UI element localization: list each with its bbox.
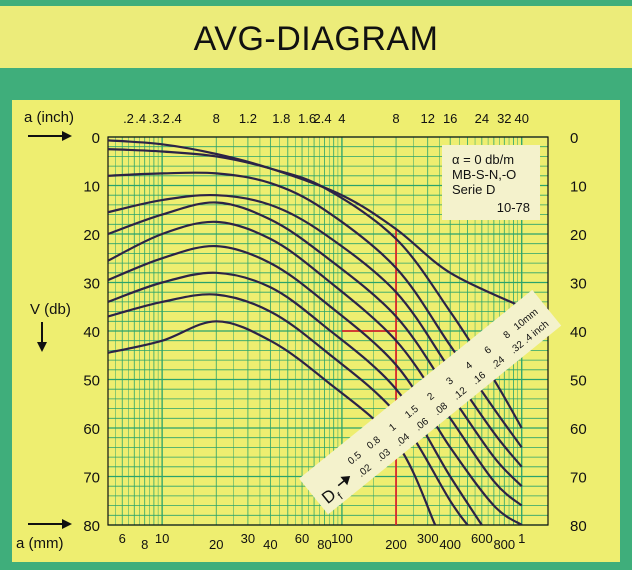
y-tick-right: 0: [570, 130, 578, 147]
df-value-mm: 8: [502, 329, 514, 341]
arrow-v-head: [37, 342, 47, 352]
x-tick-bottom: 60: [295, 531, 309, 546]
info-line-2: MB-S-N,-O: [452, 167, 516, 182]
df-value-mm: 4: [464, 360, 476, 372]
x-tick-bottom: 200: [385, 537, 407, 552]
x-tick-top: 4: [338, 111, 345, 126]
y-tick-left: 40: [83, 324, 100, 341]
df-value-mm: 3: [444, 375, 456, 387]
y-tick-left: 10: [83, 179, 100, 196]
curve-6: [108, 220, 523, 507]
y-tick-right: 60: [570, 421, 587, 438]
y-tick-left: 0: [92, 130, 100, 147]
curve-8: [108, 271, 483, 525]
x-tick-top: .4: [171, 111, 182, 126]
x-tick-bottom: 80: [317, 537, 331, 552]
x-tick-bottom: 6: [119, 531, 126, 546]
y-tick-left: 60: [83, 421, 100, 438]
info-line-4: 10-78: [497, 200, 530, 215]
chart-title: AVG-DIAGRAM: [193, 20, 439, 58]
y-tick-left: 80: [83, 518, 100, 535]
df-value-mm: 2: [425, 391, 437, 403]
x-tick-top: .2: [159, 111, 170, 126]
y-tick-right: 30: [570, 276, 587, 293]
x-tick-top: 1.6: [298, 111, 316, 126]
x-tick-bottom: 8: [141, 537, 148, 552]
info-line-3: Serie D: [452, 182, 495, 197]
x-tick-top: 1.2: [239, 111, 257, 126]
x-tick-top: 16: [443, 111, 457, 126]
x-tick-bottom: 1: [518, 531, 525, 546]
y-tick-right: 50: [570, 373, 587, 390]
x-tick-top: 1.8: [272, 111, 290, 126]
df-strip-bg: [299, 289, 562, 515]
x-tick-top: 2.4: [313, 111, 331, 126]
x-tick-bottom: 100: [331, 531, 353, 546]
y-tick-right: 80: [570, 518, 587, 535]
x-tick-bottom: 400: [439, 537, 461, 552]
y-tick-left: 30: [83, 276, 100, 293]
y-tick-left: 50: [83, 373, 100, 390]
y-tick-right: 20: [570, 227, 587, 244]
curve-4: [108, 193, 523, 468]
x-tick-bottom: 300: [417, 531, 439, 546]
bottom-unit-label: a (mm): [16, 535, 64, 552]
info-box: [442, 145, 540, 220]
info-line-1: α = 0 db/m: [452, 152, 514, 167]
x-tick-bottom: 30: [241, 531, 255, 546]
arrow-top-head: [62, 131, 72, 141]
x-tick-top: 40: [514, 111, 528, 126]
x-tick-bottom: 800: [493, 537, 515, 552]
x-tick-top: 8: [213, 111, 220, 126]
x-tick-top: 12: [420, 111, 434, 126]
df-value-mm: 1: [387, 421, 399, 433]
x-tick-top: 8: [392, 111, 399, 126]
top-unit-label: a (inch): [24, 109, 74, 126]
curve-9: [108, 293, 469, 525]
x-tick-bottom: 40: [263, 537, 277, 552]
x-tick-bottom: 10: [155, 531, 169, 546]
y-tick-left: 70: [83, 470, 100, 487]
chart-panel: 0 0 10 10 20 20 30 30 40 40 50 50 60 60 70 70 80 80 6 8 10 20…: [12, 100, 620, 562]
y-tick-left: 20: [83, 227, 100, 244]
x-tick-bottom: 600: [471, 531, 493, 546]
df-value-mm: 6: [483, 344, 495, 356]
df-arrow: [337, 475, 351, 487]
x-tick-top: .3: [148, 111, 159, 126]
x-tick-bottom: 20: [209, 537, 223, 552]
df-subscript: f: [336, 490, 347, 502]
curve-7: [108, 244, 523, 525]
y-tick-right: 40: [570, 324, 587, 341]
y-tick-right: 10: [570, 179, 587, 196]
left-unit-label: V (db): [30, 301, 71, 318]
df-label-strip: Df0.50.811.52346810mm.02.03.04.06.08.12.…: [299, 289, 562, 515]
arrow-bottom-head: [62, 519, 72, 529]
x-tick-top: 24: [475, 111, 489, 126]
x-tick-top: .4: [135, 111, 146, 126]
x-tick-top: .2: [123, 111, 134, 126]
x-tick-top: 32: [497, 111, 511, 126]
title-band: AVG-DIAGRAM: [0, 0, 632, 68]
curve-5: [108, 201, 523, 487]
y-tick-right: 70: [570, 470, 587, 487]
